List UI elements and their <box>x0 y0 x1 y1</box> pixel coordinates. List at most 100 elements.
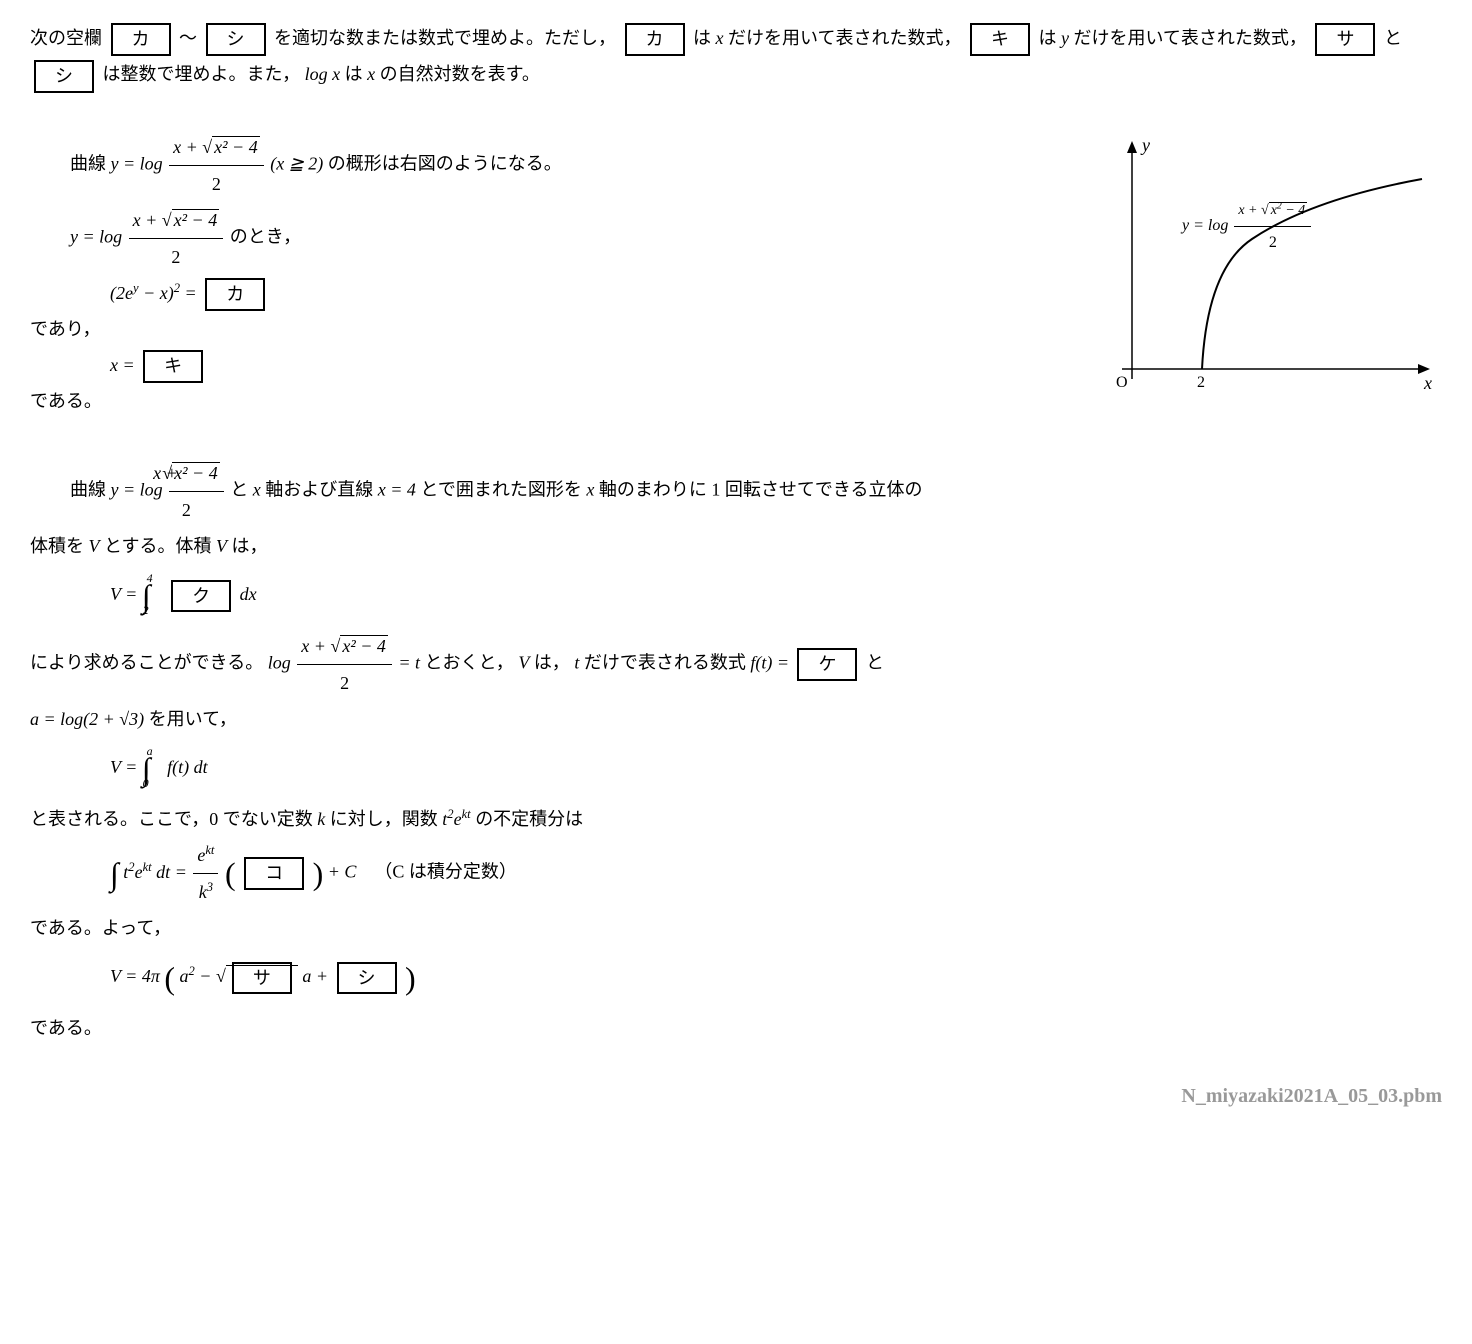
blank-ke: ケ <box>797 648 857 681</box>
eq-lhs: y = log <box>111 153 163 173</box>
text: は， <box>231 536 267 556</box>
var-x-2: x <box>367 64 375 84</box>
rparen: ) <box>405 960 416 996</box>
k: k <box>317 809 325 829</box>
a2: a2 − <box>180 966 212 986</box>
text: に対し，関数 <box>330 809 438 829</box>
blank-ka-2: カ <box>625 23 685 56</box>
text: 軸のまわりに 1 回転させてできる立体の <box>599 480 923 500</box>
var-x: x <box>716 28 724 48</box>
line-indef-eq: ∫ t2ekt dt = ekt k3 ( コ ) + C （C は積分定数） <box>110 837 1442 910</box>
var-y: y <box>1061 28 1069 48</box>
blank-sa-2: サ <box>232 962 292 995</box>
blank-sa: サ <box>1315 23 1375 56</box>
line-curve: 曲線 y = log x + x² − 4 2 (x ≧ 2) の概形は右図のよ… <box>70 129 770 202</box>
V: V <box>518 653 529 673</box>
x: x <box>253 480 261 500</box>
condition: (x ≧ 2) <box>270 153 323 173</box>
graph-svg: y x O 2 <box>1052 129 1432 429</box>
curve-lhs: y = log <box>1182 217 1228 234</box>
dearu-yotte: である。よって， <box>30 910 1442 946</box>
line-volume-V: 体積を V とする。体積 V は， <box>30 528 1442 564</box>
blank-ki: キ <box>970 23 1030 56</box>
blank-shi-3: シ <box>337 962 397 995</box>
text: だけを用いて表された数式， <box>1073 28 1306 48</box>
line-indef-intro: と表される。ここで，0 でない定数 k に対し，関数 t2ekt の不定積分は <box>30 801 1442 837</box>
text: は <box>1038 28 1056 48</box>
ft-dt: f(t) dt <box>167 757 208 777</box>
eq-t: = t <box>398 653 420 673</box>
blank-shi: シ <box>206 23 266 56</box>
lhs: (2ey − x)2 = <box>110 283 197 303</box>
eq-lhs: y = log <box>70 226 122 246</box>
text: の概形は右図のようになる。 <box>328 153 562 173</box>
line-substitution: により求めることができる。 log x + x² − 4 2 = t とおくと，… <box>30 628 1442 701</box>
x4: x = 4 <box>378 480 416 500</box>
V-eq: V = <box>110 584 137 604</box>
line-a-def: a = log(2 + √3) を用いて， <box>30 701 1442 737</box>
blank-shi-2: シ <box>34 60 94 93</box>
intro-paragraph: 次の空欄 カ 〜 シ を適切な数または数式で埋めよ。ただし， カ は x だけを… <box>30 20 1442 93</box>
text: は整数で埋めよ。また， <box>103 64 301 84</box>
plus-c: + C <box>328 862 357 882</box>
text: とする。体積 <box>104 536 211 556</box>
line-volume-intro: 曲線 y = log x + x² − 4 2 と x 軸および直線 x = 4… <box>90 455 1442 528</box>
lparen: ( <box>225 856 236 892</box>
a: a + <box>302 966 328 986</box>
blank-ka-3: カ <box>205 278 265 311</box>
footer-filename: N_miyazaki2021A_05_03.pbm <box>30 1076 1442 1116</box>
V-eq: V = 4π <box>110 966 160 986</box>
blank-ku: ク <box>171 580 231 613</box>
blank-ka: カ <box>111 23 171 56</box>
text: により求めることができる。 <box>30 653 263 673</box>
text: 軸および直線 <box>265 480 373 500</box>
upper-limit: 4 <box>147 571 153 585</box>
graph-figure: y x O 2 y = log x + x2 − 4 2 <box>1052 129 1432 429</box>
integral-sign: ∫ <box>110 842 119 906</box>
x-2: x <box>586 480 594 500</box>
text: を用いて， <box>149 709 237 729</box>
upper-limit: a <box>147 744 153 758</box>
text: 曲線 <box>70 153 106 173</box>
text: は <box>345 64 363 84</box>
text: と表される。ここで，0 でない定数 <box>30 809 313 829</box>
dx: dx <box>240 584 257 604</box>
rparen: ) <box>313 856 324 892</box>
text: 曲線 <box>70 480 106 500</box>
text: だけを用いて表された数式， <box>728 28 961 48</box>
line-final: V = 4π ( a2 − サ a + シ ) <box>110 946 1442 1010</box>
t-var: t <box>574 653 579 673</box>
y-axis-label: y <box>1140 135 1150 155</box>
ft: f(t) = <box>750 653 789 673</box>
V: V <box>89 536 100 556</box>
blank-ko: コ <box>244 857 304 890</box>
dearu-final: である。 <box>30 1010 1442 1046</box>
line-integral1: V = ∫42 ク dx <box>110 564 1442 628</box>
y-arrow <box>1127 141 1137 153</box>
main-content: y x O 2 y = log x + x2 − 4 2 曲線 y = log … <box>30 129 1442 420</box>
text: とで囲まれた図形を <box>420 480 581 500</box>
V-2: V <box>216 536 227 556</box>
text: と <box>1384 28 1402 48</box>
note: （C は積分定数） <box>374 862 517 882</box>
origin-label: O <box>1116 374 1128 391</box>
blank-ki-2: キ <box>143 350 203 383</box>
text: の自然対数を表す。 <box>380 64 540 84</box>
integrand: t2ekt dt = <box>123 862 187 882</box>
lhs: x = <box>110 355 135 375</box>
lower-limit: 2 <box>143 603 149 617</box>
text: と <box>866 653 884 673</box>
line-integral2: V = ∫a0 f(t) dt <box>110 737 1442 801</box>
text: 〜 <box>179 28 197 48</box>
tick-2: 2 <box>1197 374 1205 391</box>
text: の不定積分は <box>475 809 583 829</box>
a-eq: a = log(2 + √3) <box>30 709 144 729</box>
x-axis-label: x <box>1423 373 1432 393</box>
text: を適切な数または数式で埋めよ。ただし， <box>274 28 616 48</box>
text: とおくと， <box>425 653 514 673</box>
fn: t2ekt <box>442 809 470 829</box>
text: と <box>230 480 248 500</box>
log: log <box>268 653 291 673</box>
lower-limit: 0 <box>143 776 149 790</box>
sqrt: サ <box>216 958 298 994</box>
